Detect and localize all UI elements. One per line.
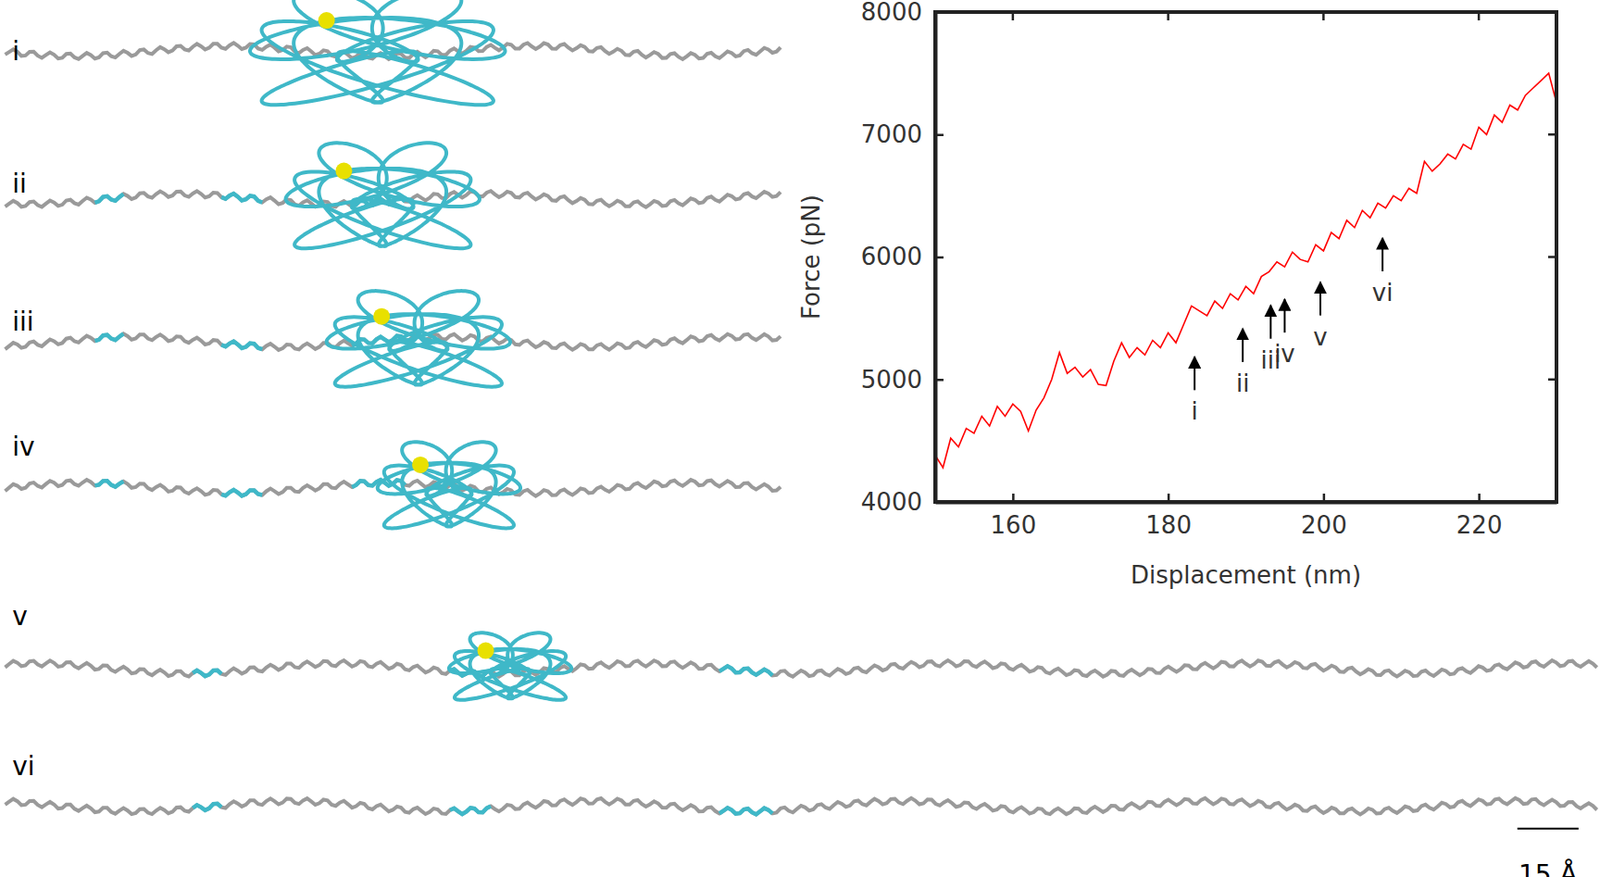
scale-bar-label: 15 Å: [1518, 858, 1578, 877]
helix: [318, 12, 336, 29]
snapshot: [5, 0, 782, 105]
annotation-label: iv: [1274, 339, 1296, 368]
helix: [477, 642, 495, 660]
snapshot: [5, 290, 782, 388]
panel-label: ii: [12, 168, 27, 200]
folded-core: [449, 632, 572, 700]
coil-segment: [719, 807, 773, 814]
coil-segment: [719, 665, 773, 675]
tick-label: 200: [1300, 511, 1348, 539]
annotation-label: ii: [1236, 369, 1250, 398]
tick: 7000: [861, 120, 944, 149]
panel-label: vi: [12, 750, 35, 782]
folded-core: [250, 0, 506, 105]
annotation-arrow: [1319, 282, 1322, 316]
tick-label: 8000: [861, 0, 923, 26]
tick: 4000: [861, 487, 944, 516]
coil-segment: [94, 193, 124, 202]
helix: [412, 456, 429, 474]
panel-label: i: [12, 36, 20, 67]
folded-core: [326, 290, 511, 388]
coil-segment: [94, 480, 124, 487]
y-axis: 4000 5000 6000 7000 8000: [861, 0, 944, 516]
panel-label: iii: [12, 306, 34, 338]
coil-segment: [192, 670, 222, 676]
tick-label: 5000: [861, 365, 923, 394]
helix: [373, 308, 390, 325]
annotation-label: v: [1312, 323, 1327, 351]
panel-label: iv: [12, 431, 35, 463]
helix: [335, 162, 352, 180]
coil-segment: [450, 806, 491, 814]
backbone: [5, 798, 1598, 815]
plot-frame: [935, 12, 1557, 502]
y-axis-title: Force (pN): [797, 194, 825, 320]
snapshots: iiiiiiivvvi15 Å: [5, 0, 1598, 877]
snapshot: [5, 632, 1598, 700]
annotation-label: vi: [1372, 278, 1394, 307]
chart: 160 180 200 220 4000 5000 6000 7000 8000 Displace…: [797, 0, 1558, 589]
tick: 8000: [861, 0, 944, 26]
snapshot: [5, 142, 782, 249]
tick-label: 220: [1456, 511, 1503, 539]
annotation-arrow: [1269, 305, 1272, 339]
annotations: iiiiiiivvvi: [1191, 237, 1394, 425]
annotation-arrow: [1381, 237, 1384, 272]
annotation-arrow: [1193, 356, 1196, 390]
coil-segment: [94, 333, 124, 341]
snapshot: [5, 441, 782, 528]
coil-segment: [192, 803, 222, 811]
x-axis-title: Displacement (nm): [1130, 561, 1362, 589]
coil-segment: [221, 341, 263, 350]
tick-label: 160: [990, 511, 1038, 539]
backbone: [5, 660, 1598, 677]
force-curve: [935, 73, 1557, 468]
tick-label: 4000: [861, 487, 923, 516]
snapshot: [5, 798, 1598, 815]
folded-core: [286, 142, 480, 249]
coil-segment: [221, 193, 263, 202]
coil-segment: [221, 489, 263, 496]
tick-label: 7000: [861, 120, 923, 149]
tick: 6000: [861, 242, 944, 271]
annotation-arrow: [1283, 299, 1286, 333]
annotation-arrow: [1241, 328, 1244, 363]
tick-label: 6000: [861, 242, 923, 271]
tick-label: 180: [1145, 511, 1192, 539]
annotation-label: i: [1191, 397, 1199, 425]
tick: 5000: [861, 365, 944, 394]
plot-area: [935, 73, 1557, 468]
panel-label: v: [12, 600, 28, 632]
folded-core: [377, 441, 521, 528]
scale-bar: [1517, 827, 1579, 830]
figure: iiiiiiivvvi15 Å1601802002204000500060007…: [0, 0, 1600, 877]
